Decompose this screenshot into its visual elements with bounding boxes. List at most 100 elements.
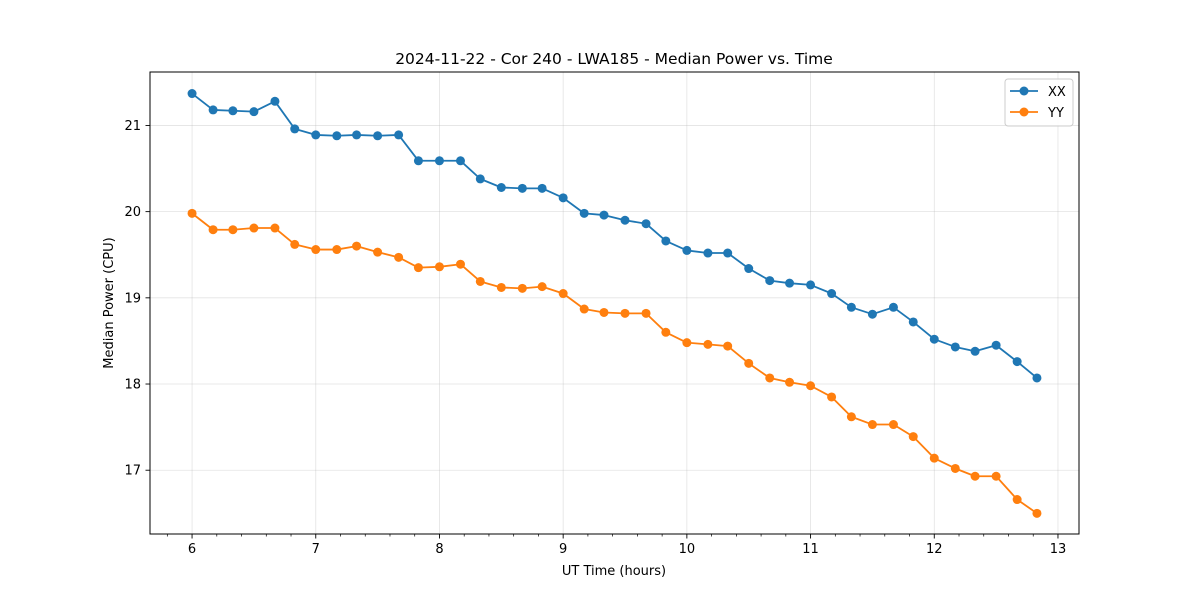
- data-point-xx: [249, 107, 259, 117]
- data-point-xx: [558, 193, 568, 203]
- x-axis-label: UT Time (hours): [562, 564, 666, 579]
- data-point-xx: [827, 289, 837, 299]
- legend-marker-xx: [1019, 86, 1029, 96]
- data-point-yy: [970, 471, 980, 481]
- data-point-xx: [970, 346, 980, 356]
- data-point-yy: [888, 420, 898, 430]
- data-point-xx: [806, 280, 816, 290]
- data-point-yy: [785, 377, 795, 387]
- data-point-yy: [228, 225, 238, 235]
- data-point-yy: [991, 471, 1001, 481]
- data-point-xx: [311, 130, 321, 140]
- data-point-xx: [703, 248, 713, 258]
- data-point-yy: [806, 381, 816, 391]
- data-point-yy: [558, 289, 568, 299]
- data-point-yy: [641, 308, 651, 318]
- legend: XX YY: [1004, 78, 1074, 127]
- data-point-yy: [413, 263, 423, 273]
- data-point-yy: [950, 463, 960, 473]
- data-point-yy: [187, 208, 197, 218]
- data-point-xx: [1032, 373, 1042, 383]
- y-tick-label: 18: [124, 378, 141, 393]
- data-point-xx: [682, 245, 692, 255]
- x-tick-label: 8: [435, 542, 443, 557]
- data-point-yy: [208, 225, 218, 235]
- x-tick-label: 11: [802, 542, 819, 557]
- data-point-xx: [332, 131, 342, 141]
- data-point-xx: [208, 105, 218, 115]
- data-point-xx: [950, 342, 960, 352]
- data-point-yy: [249, 223, 259, 233]
- data-point-yy: [682, 338, 692, 348]
- data-point-yy: [620, 308, 630, 318]
- data-point-xx: [475, 174, 485, 184]
- data-point-xx: [991, 340, 1001, 350]
- data-point-yy: [599, 307, 609, 317]
- y-axis: 17 18 19 20 21: [124, 119, 150, 479]
- data-point-xx: [270, 96, 280, 106]
- y-tick-label: 21: [124, 119, 141, 134]
- data-point-xx: [846, 302, 856, 312]
- data-point-yy: [311, 245, 321, 255]
- data-point-xx: [620, 215, 630, 225]
- data-point-yy: [352, 241, 362, 251]
- data-point-xx: [908, 317, 918, 327]
- x-tick-label: 12: [926, 542, 943, 557]
- x-tick-label: 9: [559, 542, 567, 557]
- grid-layer: [150, 72, 1079, 534]
- data-point-yy: [765, 373, 775, 383]
- data-point-xx: [888, 302, 898, 312]
- data-point-xx: [413, 156, 423, 166]
- data-point-xx: [187, 89, 197, 99]
- data-point-yy: [270, 223, 280, 233]
- data-point-xx: [434, 156, 444, 166]
- data-point-yy: [394, 252, 404, 262]
- data-point-xx: [517, 183, 527, 193]
- data-point-yy: [744, 358, 754, 368]
- data-point-yy: [1032, 508, 1042, 518]
- y-axis-label: Median Power (CPU): [102, 237, 117, 368]
- data-point-xx: [352, 130, 362, 140]
- data-point-yy: [1012, 495, 1022, 505]
- x-tick-label: 6: [188, 542, 196, 557]
- data-point-xx: [765, 276, 775, 286]
- x-axis: 6 7 8 9 10 11 12 13: [166, 534, 1066, 557]
- data-point-yy: [455, 259, 465, 269]
- data-point-xx: [723, 248, 733, 258]
- data-point-yy: [373, 247, 383, 257]
- data-point-xx: [228, 106, 238, 116]
- legend-label-xx: XX: [1048, 85, 1066, 100]
- data-point-xx: [867, 309, 877, 319]
- data-point-yy: [723, 341, 733, 351]
- y-tick-label: 20: [124, 205, 141, 220]
- data-point-yy: [537, 282, 547, 292]
- plot-frame: [149, 71, 1080, 535]
- data-point-xx: [929, 334, 939, 344]
- data-point-xx: [744, 264, 754, 274]
- data-point-yy: [827, 392, 837, 402]
- data-point-yy: [332, 245, 342, 255]
- data-point-xx: [599, 210, 609, 220]
- data-point-yy: [517, 283, 527, 293]
- data-point-xx: [373, 131, 383, 141]
- data-point-yy: [867, 420, 877, 430]
- data-point-yy: [846, 412, 856, 422]
- legend-marker-yy: [1019, 107, 1029, 117]
- x-tick-label: 10: [679, 542, 696, 557]
- series-layer: [187, 89, 1042, 518]
- data-point-yy: [661, 327, 671, 337]
- data-point-yy: [475, 276, 485, 286]
- data-point-xx: [537, 183, 547, 193]
- data-point-xx: [394, 130, 404, 140]
- y-tick-label: 17: [124, 464, 141, 479]
- data-point-yy: [703, 339, 713, 349]
- chart-title: 2024-11-22 - Cor 240 - LWA185 - Median P…: [395, 50, 833, 68]
- data-point-yy: [908, 432, 918, 442]
- data-point-yy: [434, 262, 444, 272]
- data-point-yy: [579, 304, 589, 314]
- data-point-xx: [496, 183, 506, 192]
- data-point-yy: [929, 453, 939, 463]
- data-point-xx: [290, 124, 300, 134]
